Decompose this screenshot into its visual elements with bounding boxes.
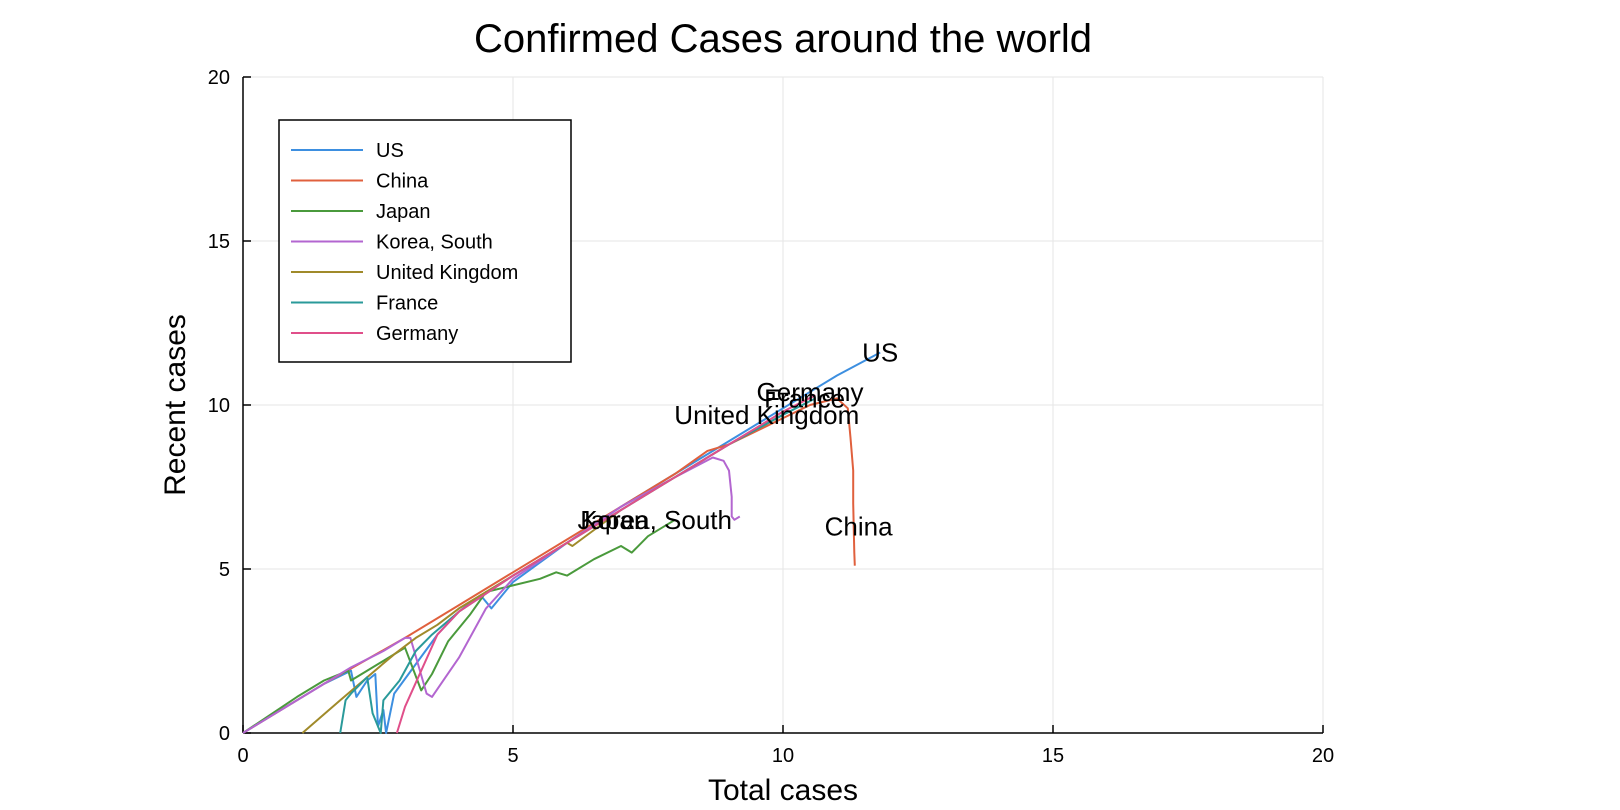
- y-ticks: 0 5 10 15 20: [208, 67, 251, 745]
- legend-label-france: France: [376, 293, 438, 315]
- legend-label-china: China: [376, 171, 429, 193]
- legend-label-germany: Germany: [376, 323, 458, 345]
- x-ticks: 0 5 10 15 20: [237, 725, 1334, 767]
- series-line-germany: [395, 394, 816, 734]
- x-tick-label: 20: [1312, 745, 1334, 767]
- x-axis-label: Total cases: [708, 774, 858, 807]
- series-line-france: [339, 397, 816, 734]
- series-lines: [242, 351, 881, 734]
- series-line-korea-south: [242, 456, 741, 734]
- series-annotation-united-kingdom: United Kingdom: [674, 400, 859, 430]
- x-tick-label: 5: [507, 745, 518, 767]
- y-tick-label: 5: [219, 559, 230, 581]
- series-line-china: [242, 397, 856, 734]
- x-tick-label: 15: [1042, 745, 1064, 767]
- y-tick-label: 10: [208, 395, 230, 417]
- y-tick-label: 0: [219, 723, 230, 745]
- y-axis-label: Recent cases: [159, 314, 192, 496]
- y-tick-label: 15: [208, 231, 230, 253]
- legend: US China Japan Korea, South United Kingdom Fr…: [278, 119, 572, 363]
- x-tick-label: 0: [237, 745, 248, 767]
- x-tick-label: 10: [772, 745, 794, 767]
- chart-title: Confirmed Cases around the world: [474, 17, 1092, 61]
- series-annotation-us: US: [862, 338, 898, 368]
- legend-label-korea-south: Korea, South: [376, 232, 493, 254]
- series-annotation-germany: Germany: [757, 377, 864, 407]
- series-annotation-china: China: [825, 511, 893, 541]
- legend-label-us: US: [376, 140, 404, 162]
- series-annotation-japan: Japan: [577, 505, 648, 535]
- legend-label-japan: Japan: [376, 201, 431, 223]
- series-annotation-korea-south: Korea, South: [580, 505, 732, 535]
- series-line-united-kingdom: [301, 413, 784, 734]
- legend-label-united-kingdom: United Kingdom: [376, 262, 518, 284]
- series-annotation-france: France: [764, 383, 845, 413]
- y-tick-label: 20: [208, 67, 230, 89]
- series-line-japan: [242, 518, 676, 734]
